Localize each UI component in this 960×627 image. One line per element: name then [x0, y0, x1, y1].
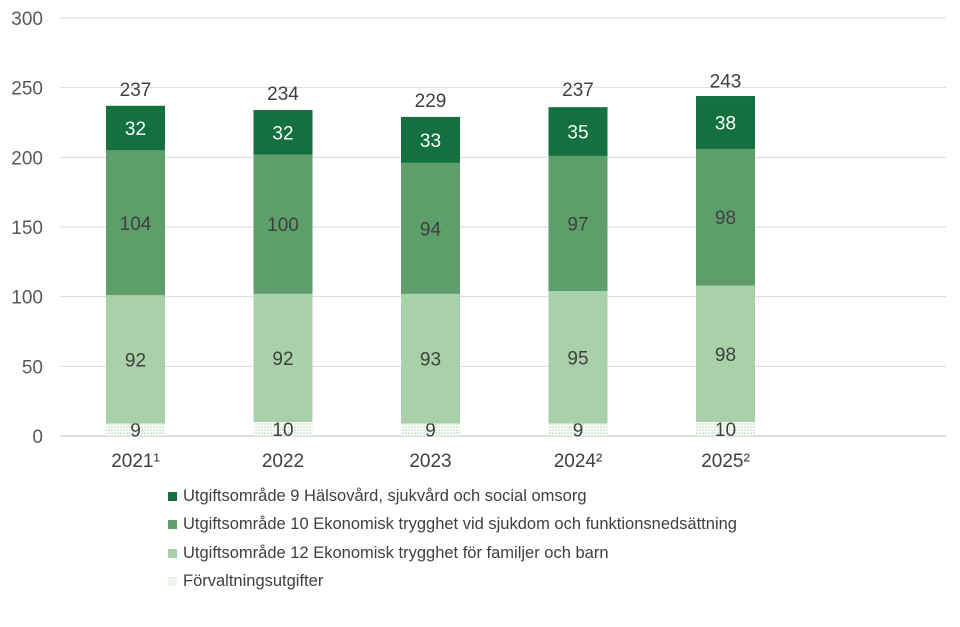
bar-segment	[548, 155, 608, 292]
y-tick-label: 250	[11, 79, 43, 100]
legend-item: Utgiftsområde 10 Ekonomisk trygghet vid …	[168, 511, 737, 540]
y-tick-label: 200	[11, 148, 43, 169]
gridlines	[60, 17, 946, 437]
bar-group: 9 95 97 35 237	[548, 80, 608, 442]
x-tick-label: 2024²	[554, 451, 603, 472]
x-axis: 2021¹ 2022 2023 2024² 2025²	[111, 451, 750, 472]
y-tick-label: 100	[11, 288, 43, 309]
y-tick-label: 300	[11, 9, 43, 30]
bar-segment	[106, 150, 165, 296]
bar-segment	[696, 148, 755, 286]
legend-label: Utgiftsområde 10 Ekonomisk trygghet vid …	[183, 515, 737, 534]
y-axis: 0 50 100 150 200 250 300	[11, 9, 43, 448]
data-label: 35	[567, 123, 588, 144]
bar-segment	[401, 293, 460, 424]
bar-group: 10 98 98 38 243	[696, 71, 755, 441]
bar-segment	[548, 107, 608, 156]
legend-swatch	[168, 548, 177, 558]
data-label: 9	[573, 421, 584, 442]
bar-segment	[548, 291, 608, 424]
y-tick-label: 150	[11, 218, 43, 239]
legend-swatch	[168, 577, 177, 587]
data-label: 10	[272, 420, 293, 441]
data-label: 10	[715, 420, 736, 441]
bar-segment	[696, 96, 755, 149]
data-label: 38	[715, 114, 736, 135]
data-label: 9	[130, 421, 141, 442]
bar-segment	[106, 105, 165, 151]
x-tick-label: 2025²	[701, 451, 750, 472]
bar-segment	[106, 295, 165, 424]
bar-segment	[253, 109, 313, 155]
bar-segment	[401, 116, 460, 163]
total-label: 243	[710, 71, 742, 92]
bar-segment	[106, 423, 165, 436]
data-label: 92	[125, 350, 146, 371]
bar-group: 10 92 100 32 234	[253, 84, 313, 441]
bar-group: 9 92 104 32 237	[106, 80, 165, 442]
data-label: 32	[125, 119, 146, 140]
y-tick-label: 50	[22, 357, 43, 378]
bar-segment	[696, 422, 755, 436]
bar-segment	[548, 423, 608, 436]
legend-label: Utgiftsområde 9 Hälsovård, sjukvård och …	[183, 486, 587, 505]
data-label: 9	[425, 421, 436, 442]
legend: Utgiftsområde 9 Hälsovård, sjukvård och …	[168, 482, 737, 596]
bar-group: 9 93 94 33 229	[401, 91, 460, 442]
total-label: 237	[120, 80, 152, 101]
x-tick-label: 2021¹	[111, 451, 160, 472]
data-label: 100	[267, 215, 299, 236]
bar-segment	[401, 162, 460, 294]
x-tick-label: 2022	[262, 451, 304, 472]
legend-label: Förvaltningsutgifter	[183, 572, 324, 591]
data-label: 33	[420, 131, 441, 152]
data-label: 97	[567, 215, 588, 236]
data-label: 92	[272, 349, 293, 370]
legend-swatch	[168, 491, 177, 501]
legend-item: Förvaltningsutgifter	[168, 568, 737, 597]
data-label: 93	[420, 350, 441, 371]
bar-segment	[253, 293, 313, 423]
bar-segment	[401, 423, 460, 436]
y-tick-label: 0	[32, 427, 43, 448]
legend-label: Utgiftsområde 12 Ekonomisk trygghet för …	[183, 543, 609, 562]
legend-item: Utgiftsområde 12 Ekonomisk trygghet för …	[168, 539, 737, 568]
total-label: 234	[267, 84, 299, 105]
data-label: 32	[272, 123, 293, 144]
data-label: 98	[715, 208, 736, 229]
bars: 9 92 104 32 237 10 92 100 32 234 9 93 94 33 229 9 95 97 35…	[106, 71, 755, 442]
legend-swatch	[168, 520, 177, 530]
bar-segment	[253, 154, 313, 294]
data-label: 94	[420, 219, 442, 240]
bar-segment	[696, 285, 755, 423]
data-label: 95	[567, 348, 588, 369]
total-label: 237	[562, 80, 594, 101]
total-label: 229	[415, 91, 447, 112]
data-label: 98	[715, 345, 736, 366]
data-label: 104	[120, 214, 152, 235]
bar-segment	[253, 422, 313, 436]
x-tick-label: 2023	[409, 451, 451, 472]
legend-item: Utgiftsområde 9 Hälsovård, sjukvård och …	[168, 482, 737, 511]
